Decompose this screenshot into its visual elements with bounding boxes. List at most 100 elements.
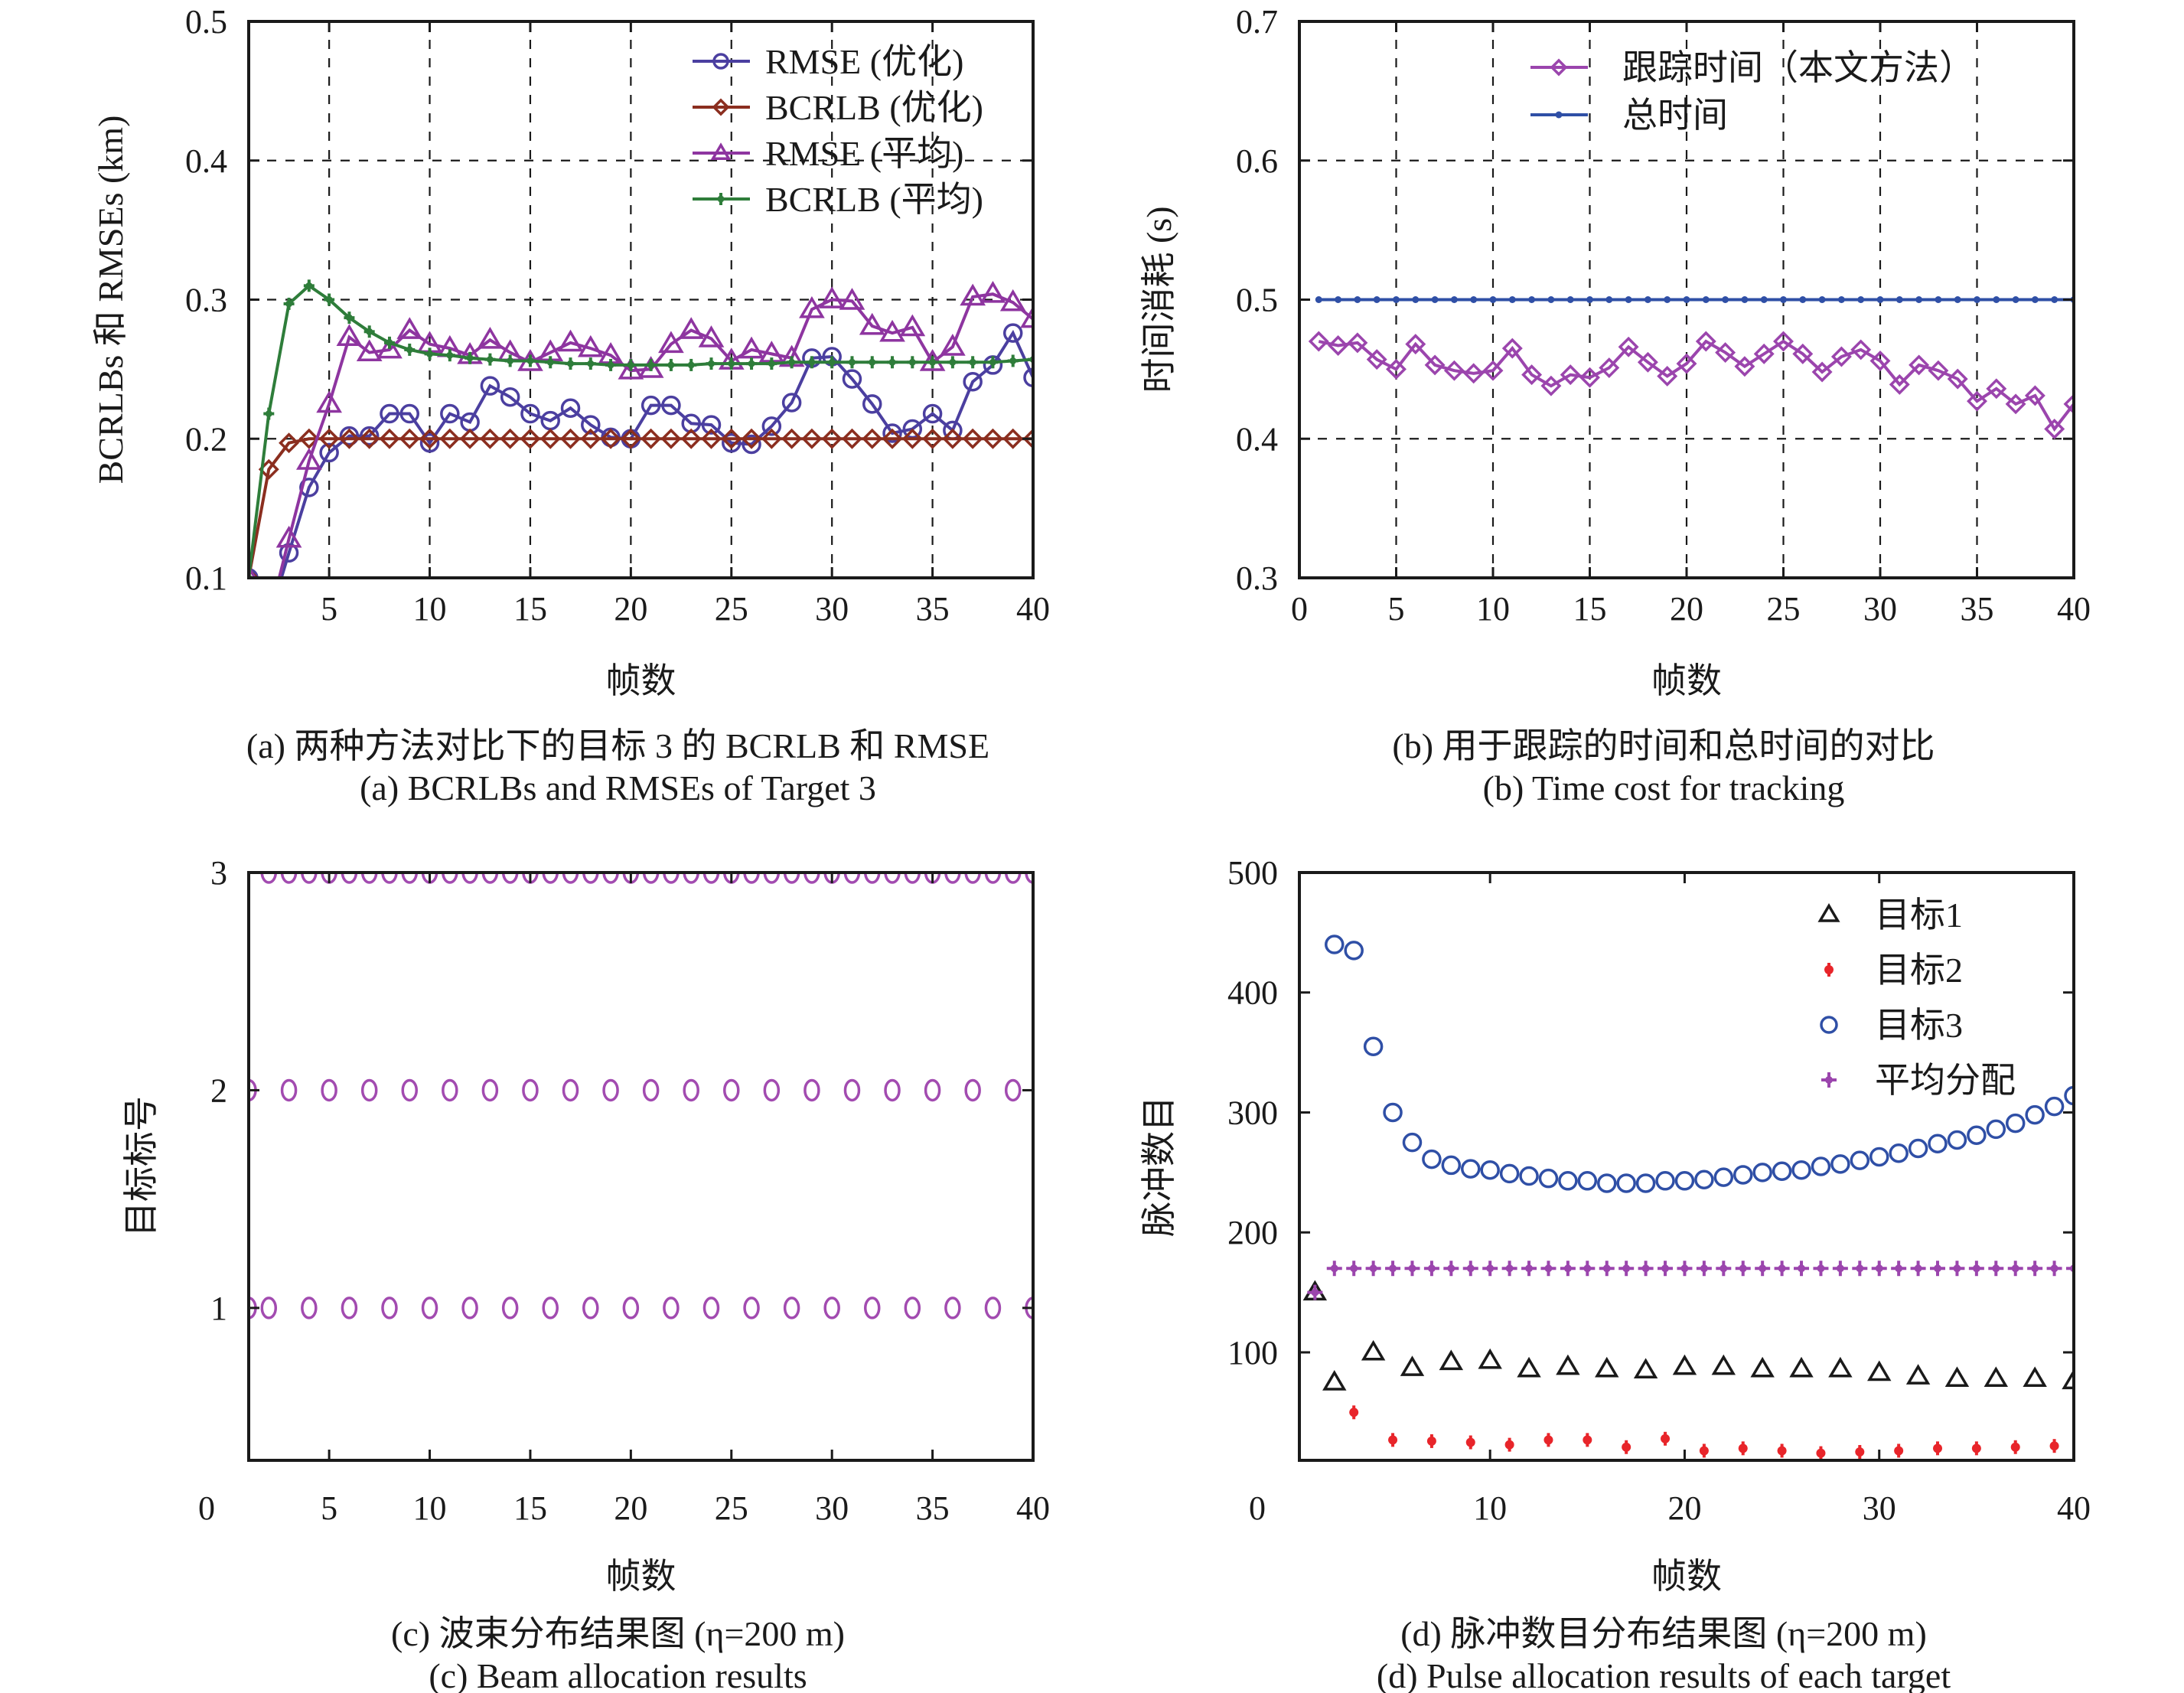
- data-point: [1713, 1167, 1734, 1187]
- data-point: [301, 1297, 318, 1319]
- legend-item: RMSE (平均): [693, 134, 963, 173]
- x-tick-label: 25: [715, 590, 748, 628]
- data-point: [963, 371, 983, 392]
- data-point: [280, 1078, 298, 1102]
- data-point: [1676, 353, 1697, 374]
- data-point: [444, 349, 455, 362]
- data-point: [1347, 332, 1368, 354]
- data-point: [799, 295, 825, 318]
- data-point: [459, 428, 481, 449]
- data-point: [295, 448, 322, 470]
- data-point: [1423, 1261, 1439, 1277]
- panel-a-ylabel: BCRLBs 和 RMSEs (km): [91, 116, 130, 484]
- panel-c-xlabel: 帧数: [606, 1557, 676, 1596]
- data-point: [1566, 296, 1574, 303]
- legend-item: 跟踪时间（本文方法）: [1530, 48, 1974, 87]
- data-point: [1618, 336, 1639, 357]
- data-point: [602, 873, 619, 884]
- data-point: [1774, 1261, 1790, 1277]
- data-point: [980, 280, 1006, 303]
- data-point: [678, 317, 705, 339]
- data-point: [1889, 1143, 1909, 1163]
- data-point: [862, 394, 882, 414]
- y-tick-label: 0.3: [185, 282, 227, 319]
- data-point: [605, 358, 617, 371]
- x-tick-label: 30: [815, 1489, 849, 1527]
- data-point: [620, 428, 641, 449]
- data-point: [863, 1297, 881, 1319]
- data-point: [1616, 1173, 1636, 1193]
- panel-d-legend: 目标1 目标2 目标3 平均分配: [1817, 895, 2016, 1100]
- data-point: [1635, 1173, 1656, 1193]
- data-point: [702, 1297, 720, 1319]
- legend-marker: [1550, 58, 1568, 77]
- legend-marker: [1817, 903, 1840, 922]
- data-point: [577, 334, 604, 357]
- data-point: [1869, 1147, 1889, 1167]
- data-point: [879, 319, 905, 342]
- x-tick-label: 40: [1016, 590, 1050, 628]
- data-point: [2044, 1096, 2065, 1117]
- data-point: [336, 324, 363, 346]
- data-point: [1674, 1171, 1695, 1191]
- data-point: [960, 283, 986, 306]
- data-point: [2005, 1113, 2026, 1134]
- data-point: [680, 428, 702, 449]
- data-point: [1508, 296, 1516, 303]
- data-point: [1891, 1261, 1907, 1277]
- data-point: [1638, 1261, 1654, 1277]
- data-point: [686, 358, 697, 371]
- data-point: [1439, 1349, 1464, 1371]
- legend-item: BCRLB (优化): [693, 88, 983, 127]
- panel-b-series: [1308, 296, 2074, 440]
- data-point: [763, 873, 781, 884]
- data-point: [1443, 1261, 1459, 1277]
- legend-item: 目标3: [1820, 1006, 1963, 1045]
- x-tick-label: 35: [916, 590, 950, 628]
- data-point: [783, 1297, 800, 1319]
- data-point: [901, 428, 923, 449]
- data-point: [625, 358, 637, 371]
- data-point: [1388, 1433, 1398, 1447]
- data-point: [1741, 296, 1749, 303]
- data-point: [821, 428, 843, 449]
- panel-b: 0 5 10 15 20 25 30 35 40 0.3 0.4 0.5 0.6 0.7 时间消耗 (s)…: [1139, 3, 2091, 807]
- panel-b-caption-cn: (b) 用于跟踪的时间和总时间的对比: [1392, 726, 1935, 765]
- data-point: [944, 1297, 961, 1319]
- data-point: [1984, 1366, 2009, 1388]
- data-point: [1002, 323, 1023, 343]
- data-point: [1424, 354, 1446, 376]
- data-point: [1431, 296, 1439, 303]
- data-point: [1385, 1261, 1401, 1277]
- data-point: [839, 288, 865, 310]
- data-point: [1489, 296, 1497, 303]
- data-point: [1328, 335, 1349, 356]
- data-point: [947, 356, 958, 369]
- data-point: [461, 873, 478, 884]
- data-point: [701, 428, 722, 449]
- data-point: [1599, 1261, 1615, 1277]
- data-point: [1933, 1441, 1943, 1456]
- data-point: [1909, 354, 1930, 376]
- data-point: [1661, 1431, 1671, 1446]
- data-point: [1677, 1261, 1693, 1277]
- data-point: [581, 415, 601, 435]
- data-point: [1971, 1441, 1981, 1456]
- data-point: [660, 428, 682, 449]
- data-point: [1915, 296, 1923, 303]
- legend-label: 平均分配: [1875, 1061, 2016, 1100]
- data-point: [841, 428, 862, 449]
- data-point: [1504, 1437, 1514, 1452]
- panel-b-legend: 跟踪时间（本文方法） 总时间: [1530, 48, 1974, 135]
- data-point: [761, 428, 782, 449]
- data-point: [1855, 1445, 1865, 1460]
- data-point: [1404, 1261, 1420, 1277]
- data-point: [338, 428, 360, 449]
- data-point: [501, 873, 519, 884]
- data-point: [866, 356, 878, 369]
- panel-d-caption-cn: (d) 脉冲数目分布结果图 (η=200 m): [1400, 1614, 1927, 1653]
- data-point: [1308, 331, 1329, 352]
- data-point: [1599, 357, 1620, 379]
- data-point: [698, 325, 725, 347]
